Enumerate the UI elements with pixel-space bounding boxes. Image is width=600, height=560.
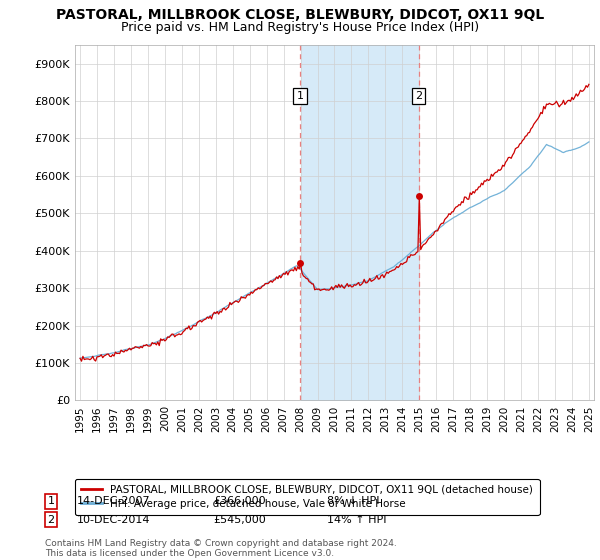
Text: £545,000: £545,000 xyxy=(213,515,266,525)
Text: 1: 1 xyxy=(47,496,55,506)
Text: Price paid vs. HM Land Registry's House Price Index (HPI): Price paid vs. HM Land Registry's House … xyxy=(121,21,479,34)
Text: 14% ↑ HPI: 14% ↑ HPI xyxy=(327,515,386,525)
Text: Contains HM Land Registry data © Crown copyright and database right 2024.
This d: Contains HM Land Registry data © Crown c… xyxy=(45,539,397,558)
Text: 1: 1 xyxy=(296,91,304,101)
Text: 2: 2 xyxy=(415,91,422,101)
Text: 14-DEC-2007: 14-DEC-2007 xyxy=(77,496,151,506)
Text: PASTORAL, MILLBROOK CLOSE, BLEWBURY, DIDCOT, OX11 9QL: PASTORAL, MILLBROOK CLOSE, BLEWBURY, DID… xyxy=(56,8,544,22)
Text: 8% ↓ HPI: 8% ↓ HPI xyxy=(327,496,380,506)
Legend: PASTORAL, MILLBROOK CLOSE, BLEWBURY, DIDCOT, OX11 9QL (detached house), HPI: Ave: PASTORAL, MILLBROOK CLOSE, BLEWBURY, DID… xyxy=(75,478,539,515)
Text: 2: 2 xyxy=(47,515,55,525)
Text: £366,000: £366,000 xyxy=(213,496,266,506)
Text: 10-DEC-2014: 10-DEC-2014 xyxy=(77,515,151,525)
